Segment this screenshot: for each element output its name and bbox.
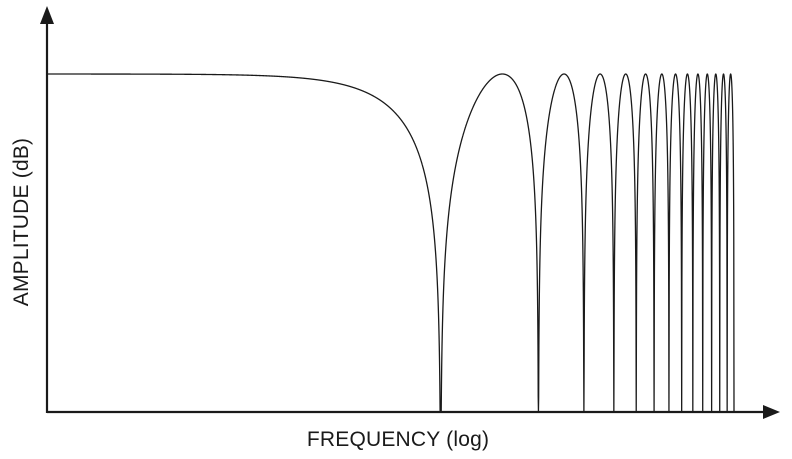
x-axis-title: FREQUENCY (log): [306, 428, 490, 451]
y-axis-arrow: [40, 6, 54, 24]
series-layer: [46, 73, 735, 412]
y-axis-title: AMPLITUDE (dB): [10, 137, 33, 307]
x-axis-arrow: [763, 405, 780, 419]
response-curve: [46, 73, 735, 412]
axes: [40, 6, 780, 419]
